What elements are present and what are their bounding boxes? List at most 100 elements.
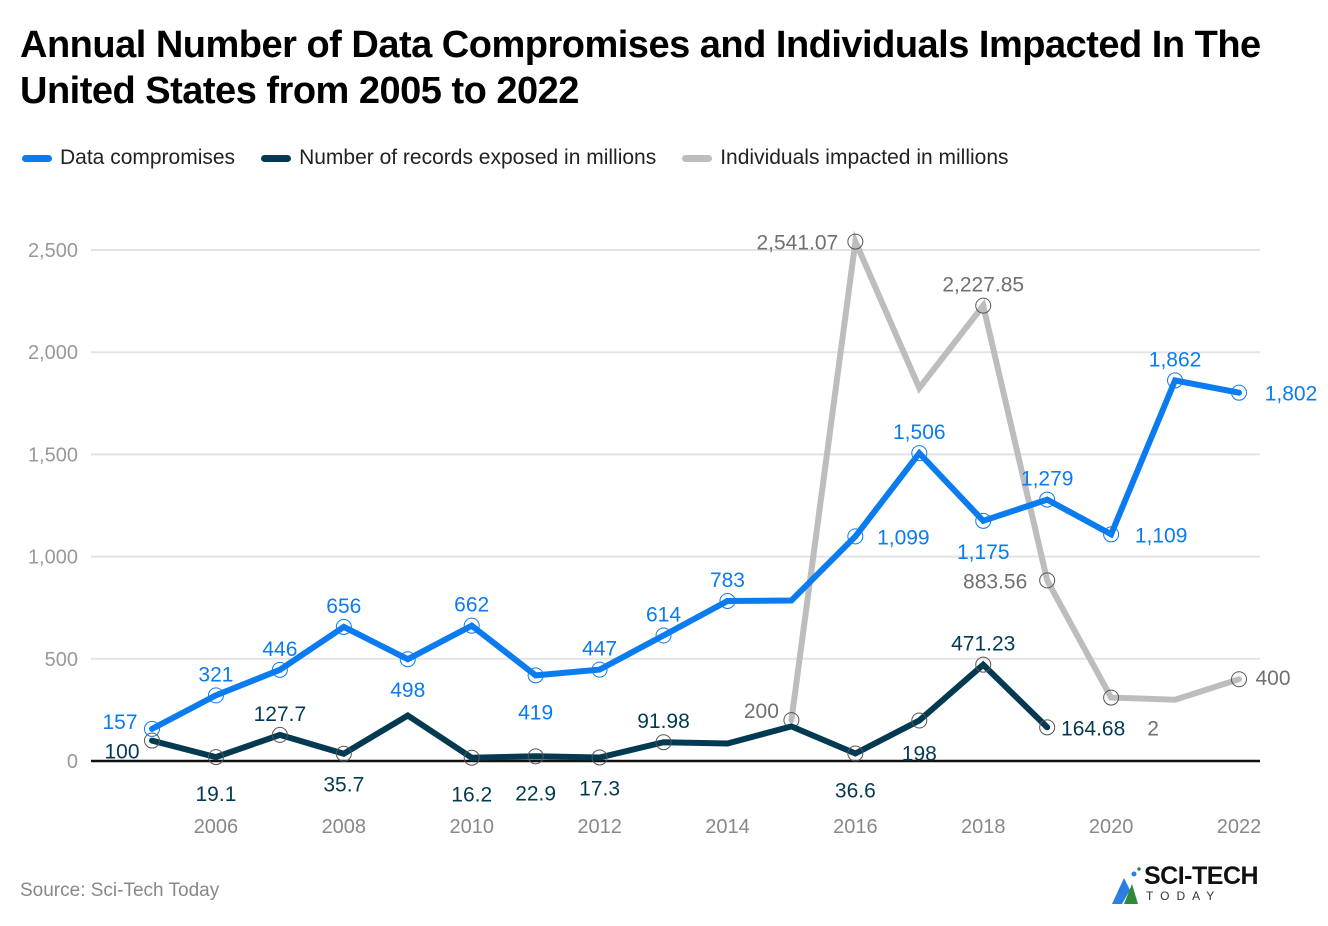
data-point-data-compromises: [719, 592, 736, 609]
data-point-records-exposed: [975, 656, 992, 673]
sci-tech-logo: SCI-TECH TODAY: [1110, 862, 1290, 908]
data-label-individuals-impacted: 2,227.85: [942, 274, 1024, 297]
data-point-data-compromises: [399, 651, 416, 668]
x-tick-label: 2010: [449, 816, 494, 838]
data-label-records-exposed: 36.6: [835, 780, 876, 803]
logo-subtext: TODAY: [1146, 889, 1222, 903]
logo-text: SCI-TECH: [1144, 862, 1259, 890]
data-label-records-exposed: 127.7: [254, 703, 307, 726]
data-label-data-compromises: 656: [326, 595, 361, 618]
data-point-data-compromises: [1231, 384, 1247, 401]
legend-label: Number of records exposed in millions: [299, 146, 657, 169]
legend-swatch-records-exposed: [261, 154, 292, 162]
data-point-data-compromises: [271, 661, 288, 678]
data-label-records-exposed: 198: [902, 743, 937, 766]
y-tick-label: 2,000: [28, 342, 78, 364]
y-tick-label: 1,500: [28, 444, 78, 466]
data-label-data-compromises: 157: [102, 711, 137, 734]
x-tick-label: 2014: [705, 816, 750, 838]
data-point-records-exposed: [463, 749, 480, 766]
data-point-data-compromises: [847, 528, 864, 545]
data-point-individuals-impacted: [1103, 689, 1120, 706]
x-tick-label: 2016: [833, 816, 878, 838]
data-label-records-exposed: 164.68: [1061, 717, 1125, 740]
data-point-records-exposed: [335, 745, 352, 762]
y-tick-label: 500: [45, 649, 78, 671]
legend-label: Data compromises: [60, 146, 236, 169]
data-point-data-compromises: [655, 627, 672, 644]
series-line-individuals-impacted: [788, 230, 1242, 724]
legend-label: Individuals impacted in millions: [720, 146, 1009, 169]
data-label-data-compromises: 1,862: [1149, 348, 1202, 371]
data-point-data-compromises: [1039, 491, 1056, 508]
data-label-records-exposed: 19.1: [196, 783, 237, 806]
x-tick-label: 2018: [961, 816, 1006, 838]
data-label-data-compromises: 1,175: [957, 541, 1010, 564]
data-label-data-compromises: 1,279: [1021, 468, 1074, 491]
y-tick-label: 1,000: [28, 547, 78, 569]
data-label-records-exposed: 16.2: [451, 784, 492, 807]
data-point-data-compromises: [527, 667, 544, 684]
data-label-data-compromises: 1,506: [893, 421, 946, 444]
data-point-records-exposed: [847, 745, 864, 762]
data-point-records-exposed: [591, 749, 608, 766]
data-label-data-compromises: 447: [582, 638, 617, 661]
source-note: Source: Sci-Tech Today: [20, 880, 220, 901]
data-point-data-compromises: [975, 512, 992, 529]
legend-swatch-individuals-impacted: [682, 154, 713, 162]
data-point-individuals-impacted: [1231, 671, 1247, 688]
series-line-records-exposed: [149, 660, 1051, 761]
data-label-data-compromises: 498: [390, 679, 425, 702]
data-label-records-exposed: 17.3: [579, 777, 620, 800]
data-label-individuals-impacted: 200: [744, 700, 779, 723]
data-label-individuals-impacted: 2: [1147, 718, 1159, 741]
data-label-records-exposed: 100: [104, 741, 139, 764]
data-label-data-compromises: 419: [518, 701, 553, 724]
data-point-data-compromises: [911, 445, 928, 462]
data-label-data-compromises: 1,802: [1265, 383, 1318, 406]
data-label-data-compromises: 321: [198, 663, 233, 686]
data-point-individuals-impacted: [1039, 572, 1056, 589]
data-label-individuals-impacted: 400: [1255, 667, 1290, 690]
data-label-data-compromises: 1,099: [877, 526, 930, 549]
data-label-individuals-impacted: 883.56: [963, 570, 1027, 593]
data-label-records-exposed: 471.23: [951, 633, 1015, 656]
data-label-data-compromises: 1,109: [1135, 524, 1188, 547]
data-point-records-exposed: [911, 712, 928, 729]
data-point-data-compromises: [144, 720, 160, 737]
data-point-records-exposed: [271, 726, 288, 743]
data-point-data-compromises: [1103, 526, 1120, 543]
x-tick-label: 2008: [322, 816, 367, 838]
data-label-records-exposed: 22.9: [515, 782, 556, 805]
data-point-records-exposed: [207, 749, 224, 766]
data-point-data-compromises: [463, 617, 480, 634]
data-point-records-exposed: [1039, 719, 1056, 736]
data-label-data-compromises: 614: [646, 603, 681, 626]
y-tick-label: 0: [67, 751, 78, 773]
y-tick-label: 2,500: [28, 240, 78, 262]
data-point-individuals-impacted: [847, 233, 864, 250]
legend-item-individuals-impacted: Individuals impacted in millions: [682, 146, 1009, 170]
legend: Data compromises Number of records expos…: [22, 146, 1035, 170]
logo-mark-icon: [1112, 867, 1141, 904]
legend-item-records-exposed: Number of records exposed in millions: [261, 146, 656, 170]
data-point-records-exposed: [655, 734, 672, 751]
data-label-data-compromises: 662: [454, 594, 489, 617]
x-tick-label: 2020: [1089, 816, 1134, 838]
data-point-records-exposed: [144, 732, 160, 749]
data-label-data-compromises: 783: [710, 569, 745, 592]
x-tick-label: 2022: [1217, 816, 1262, 838]
legend-item-data-compromises: Data compromises: [22, 146, 235, 170]
data-point-individuals-impacted: [975, 297, 992, 314]
data-label-data-compromises: 446: [262, 638, 297, 661]
data-point-records-exposed: [527, 748, 544, 765]
data-point-data-compromises: [335, 618, 352, 635]
data-point-data-compromises: [1167, 372, 1184, 389]
data-label-individuals-impacted: 2,541.07: [756, 232, 838, 255]
legend-swatch-data-compromises: [22, 154, 52, 162]
data-point-data-compromises: [207, 687, 224, 704]
chart-title: Annual Number of Data Compromises and In…: [20, 24, 1261, 112]
series-line-data-compromises: [149, 376, 1242, 732]
x-tick-label: 2006: [194, 816, 239, 838]
